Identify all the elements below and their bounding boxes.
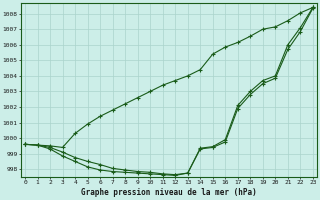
- X-axis label: Graphe pression niveau de la mer (hPa): Graphe pression niveau de la mer (hPa): [81, 188, 257, 197]
